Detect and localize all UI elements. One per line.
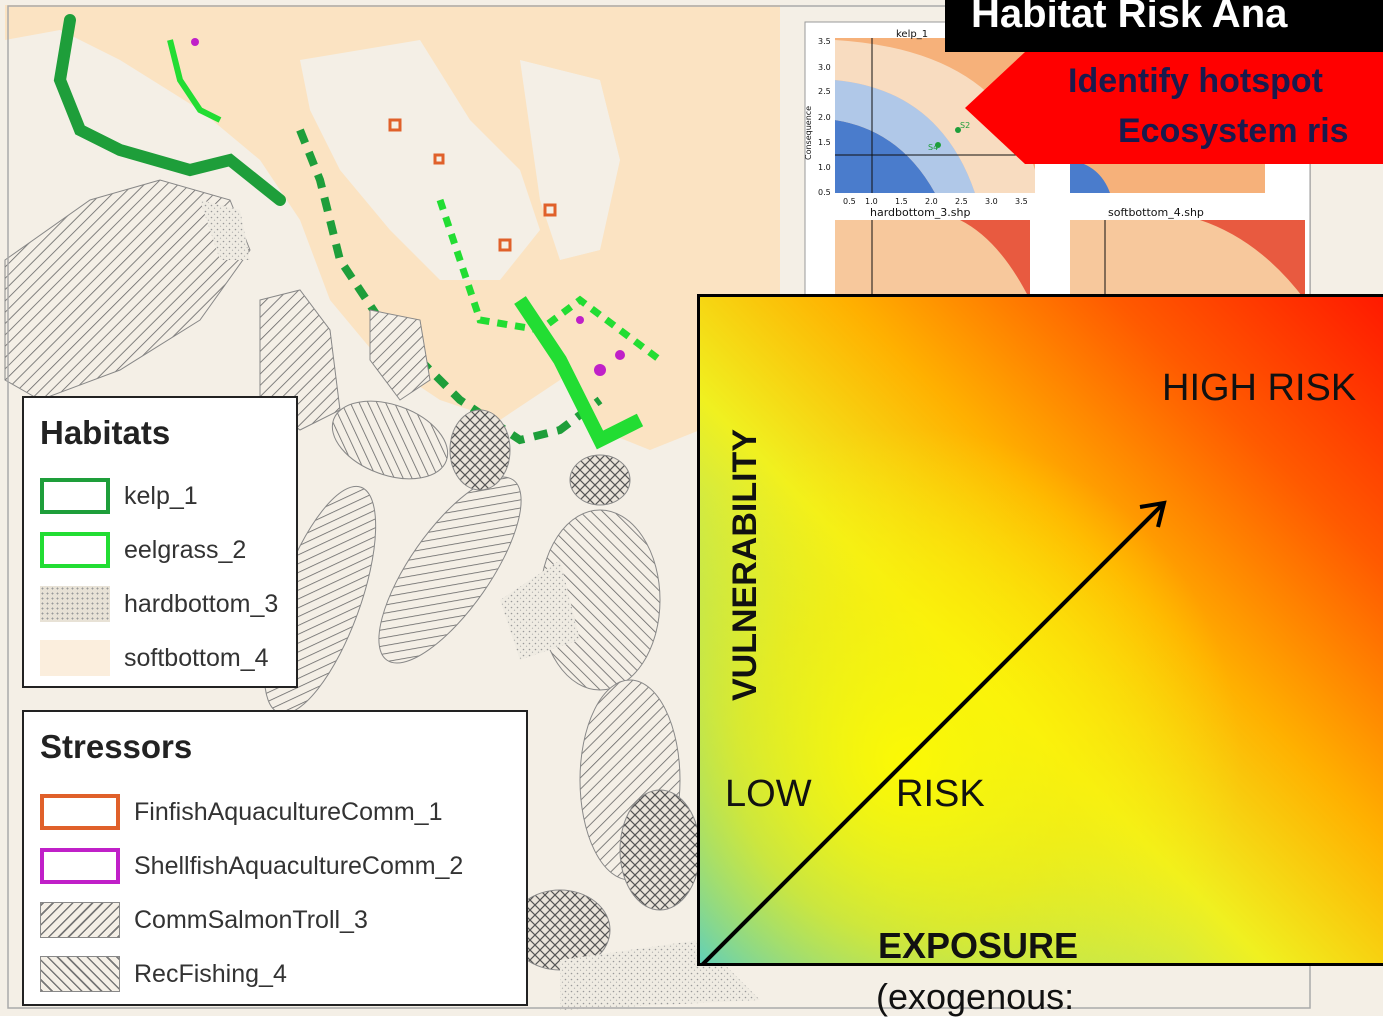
legend-item-recfishing: RecFishing_4 (40, 954, 287, 994)
x-tick: 1.5 (895, 197, 908, 206)
point-label: S4 (928, 143, 938, 152)
x-tick: 2.0 (925, 197, 938, 206)
kelp-swatch (40, 478, 110, 514)
x-tick: 3.0 (985, 197, 998, 206)
legend-item-kelp: kelp_1 (40, 476, 198, 516)
legend-item-salmon-troll: CommSalmonTroll_3 (40, 900, 368, 940)
legend-label: kelp_1 (124, 481, 198, 510)
y-tick: 3.5 (818, 37, 831, 46)
x-tick: 1.0 (865, 197, 878, 206)
mini-plot-title: softbottom_4.shp (1108, 206, 1204, 219)
point-label: S2 (960, 121, 970, 130)
softbottom-swatch (40, 640, 110, 676)
y-tick: 0.5 (818, 188, 831, 197)
legend-label: eelgrass_2 (124, 535, 247, 564)
salmon-troll-swatch (40, 902, 120, 938)
y-tick: 1.5 (818, 138, 831, 147)
shellfish-swatch (40, 848, 120, 884)
title-banner: Habitat Risk Ana (945, 0, 1383, 52)
risk-label: RISK (896, 773, 985, 815)
exposure-label: EXPOSURE (878, 925, 1079, 966)
subtitle-arrow-callout (965, 52, 1383, 164)
legend-label: ShellfishAquacultureComm_2 (134, 851, 464, 880)
legend-item-softbottom: softbottom_4 (40, 638, 269, 678)
legend-item-hardbottom: hardbottom_3 (40, 584, 278, 624)
vulnerability-label: VULNERABILITY (726, 429, 764, 701)
subtitle-line-2: Ecosystem ris (1118, 112, 1349, 150)
legend-title: Habitats (40, 414, 171, 451)
y-tick: 3.0 (818, 63, 831, 72)
legend-label: FinfishAquacultureComm_1 (134, 797, 443, 826)
risk-arrow (701, 500, 1167, 963)
stressors-legend: Stressors FinfishAquacultureComm_1 Shell… (22, 710, 528, 1006)
eelgrass-swatch (40, 532, 110, 568)
recfishing-swatch (40, 956, 120, 992)
subtitle-line-1: Identify hotspot (1068, 62, 1323, 100)
y-axis-label: Consequence (804, 106, 813, 160)
mini-plot-title: hardbottom_3.shp (870, 206, 971, 219)
x-tick: 3.5 (1015, 197, 1028, 206)
x-tick: 0.5 (843, 197, 856, 206)
legend-label: RecFishing_4 (134, 959, 287, 988)
mini-plot-title: kelp_1 (896, 29, 928, 40)
high-risk-label: HIGH RISK (1162, 367, 1357, 409)
legend-item-shellfish: ShellfishAquacultureComm_2 (40, 846, 463, 886)
legend-label: hardbottom_3 (124, 589, 279, 618)
legend-title: Stressors (40, 728, 193, 765)
hardbottom-swatch (40, 586, 110, 622)
x-tick: 2.5 (955, 197, 968, 206)
low-label: LOW (725, 773, 812, 815)
habitats-legend: Habitats kelp_1 eelgrass_2 hardbottom_3 … (22, 396, 298, 688)
risk-diagram: VULNERABILITY HIGH RISK LOW RISK EXPOSUR… (697, 294, 1383, 966)
exposure-sublabel: (exogenous: (876, 976, 1075, 1017)
mini-plot-4 (1070, 220, 1305, 300)
legend-label: CommSalmonTroll_3 (134, 905, 368, 934)
mini-plot-3 (835, 220, 1030, 300)
y-tick: 2.0 (818, 113, 831, 122)
y-tick: 1.0 (818, 163, 831, 172)
y-tick: 2.5 (818, 87, 831, 96)
finfish-swatch (40, 794, 120, 830)
legend-item-finfish: FinfishAquacultureComm_1 (40, 792, 442, 832)
legend-label: softbottom_4 (124, 643, 269, 672)
legend-item-eelgrass: eelgrass_2 (40, 530, 246, 570)
